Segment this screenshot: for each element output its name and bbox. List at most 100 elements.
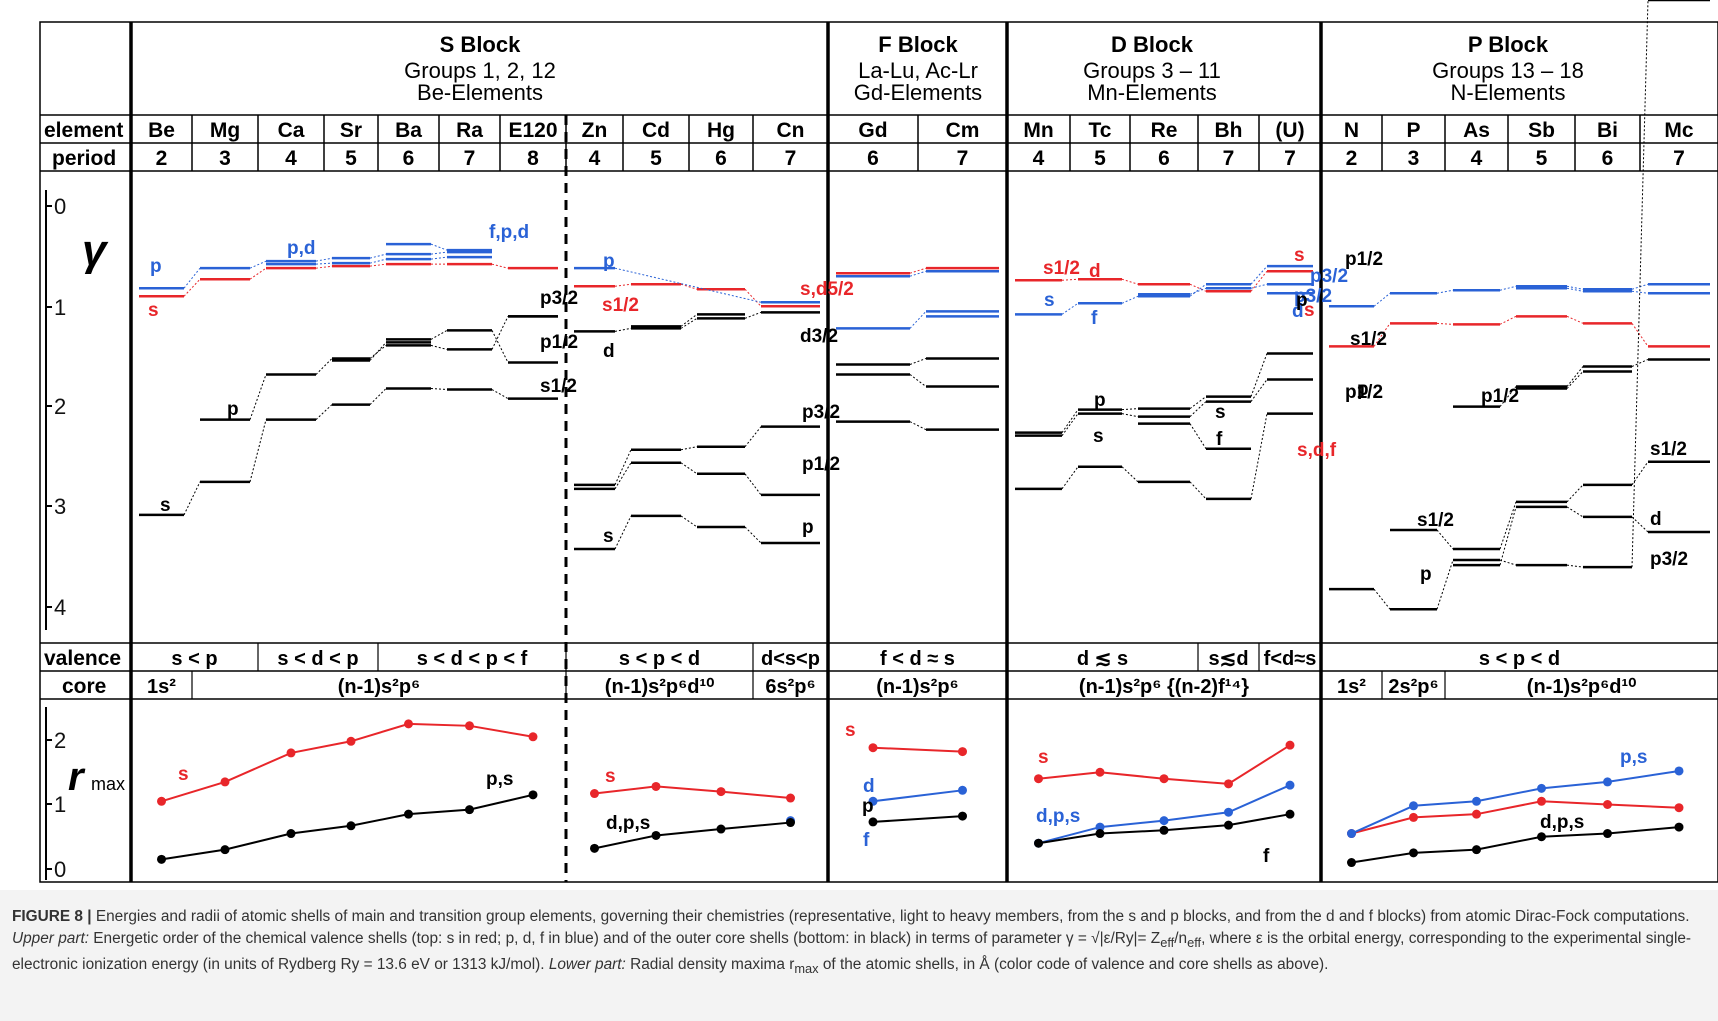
shell-label: s — [1093, 426, 1104, 447]
rmax-series-line — [872, 746, 963, 753]
connector — [1566, 315, 1584, 324]
caption-text-2: Energetic order of the chemical valence … — [89, 930, 1161, 947]
connector — [430, 243, 448, 251]
connector — [491, 389, 509, 400]
s-block-sub2: Be-Elements — [417, 80, 543, 105]
shell-label: s1/2 — [1043, 258, 1080, 279]
period-cell: 5 — [1094, 147, 1106, 170]
period-cell: 4 — [1033, 147, 1045, 170]
f-block-title: F Block — [878, 32, 958, 57]
connector — [614, 327, 632, 332]
element-cell-mg: Mg — [210, 119, 240, 142]
core-cell-c1: 1s² — [147, 676, 176, 698]
connector — [1061, 409, 1079, 433]
rmax-point — [1224, 779, 1233, 789]
period-cell: 4 — [589, 147, 601, 170]
rmax-point — [1409, 848, 1418, 858]
connector — [430, 329, 448, 340]
core-cell-c4: 6s²p⁶ — [765, 676, 815, 698]
d-block-sub1: Groups 3 – 11 — [1083, 58, 1221, 83]
caption-text-1: Energies and radii of atomic shells of m… — [91, 908, 1690, 925]
element-cell-zn: Zn — [582, 119, 608, 142]
gamma-tick-2: 2 — [54, 394, 66, 419]
core-cell-c5: (n-1)s²p⁶ — [876, 676, 959, 698]
rmax-point — [346, 821, 356, 831]
period-cell: 7 — [1223, 147, 1235, 170]
figure-frame — [39, 21, 1718, 883]
period-cell: 4 — [285, 147, 297, 170]
connector — [369, 345, 387, 359]
shell-label: s1/2 — [540, 376, 577, 397]
rmax-label: p,s — [486, 769, 513, 790]
connector — [249, 260, 267, 269]
element-cell-be: Be — [148, 119, 175, 142]
connector — [1121, 413, 1139, 418]
shell-label: s1/2 — [1350, 329, 1387, 350]
rmax-point — [1409, 801, 1418, 811]
rmax-point — [651, 781, 661, 791]
rmax-series-line — [872, 789, 963, 803]
period-cell: 7 — [785, 147, 797, 170]
connector — [1061, 302, 1079, 315]
connector — [369, 263, 387, 267]
period-cell: 8 — [527, 147, 539, 170]
connector — [491, 263, 509, 269]
connector — [1566, 366, 1584, 387]
row-label-valence: valence — [44, 647, 121, 670]
gamma-tick-1: 1 — [54, 295, 66, 320]
element-cell-cn: Cn — [777, 119, 805, 142]
rmax-point — [868, 817, 878, 827]
period-cell: 7 — [957, 147, 969, 170]
caption-text-3: , where ε is the orbital energy, corresp… — [12, 930, 1692, 974]
shell-label: p3/2 — [802, 402, 840, 423]
shell-label: d — [603, 341, 615, 362]
rmax-point — [1285, 740, 1295, 750]
period-cell: 6 — [1602, 147, 1614, 170]
rmax-point — [1095, 822, 1105, 832]
connector — [744, 426, 762, 448]
row-label-core: core — [62, 675, 106, 698]
rmax-label: f — [1263, 846, 1270, 867]
rmax-series-line — [872, 815, 963, 823]
element-cells: Be 2 Mg 3 Ca 4 Sr 5 Ba 6 Ra 7 E120 8 Zn 4 Cd 5 Hg 6 Cn 7 Gd 6 Cm… — [130, 115, 1694, 699]
connector — [1566, 506, 1584, 518]
shell-label: p — [227, 399, 239, 420]
period-cell: 6 — [867, 147, 879, 170]
connector — [909, 270, 927, 277]
element-cell-sr: Sr — [340, 119, 362, 142]
shell-label: p — [1420, 564, 1432, 585]
rmax-point — [958, 785, 967, 795]
connector — [1566, 285, 1584, 290]
table-rules — [40, 114, 1718, 700]
rmax-label: d,p,s — [606, 813, 650, 834]
s-block-sub1: Groups 1, 2, 12 — [404, 58, 556, 83]
valence-cell: s≲d — [1208, 648, 1248, 670]
core-cell-c8: 2s²p⁶ — [1388, 676, 1438, 698]
caption-text-2c: /n — [1174, 930, 1188, 947]
connector — [1566, 564, 1584, 568]
rmax-point — [1224, 820, 1233, 830]
rmax-point — [958, 811, 967, 821]
connector — [1436, 559, 1454, 610]
rmax-series-line — [594, 785, 791, 800]
element-cell-gd: Gd — [858, 119, 887, 142]
element-cell-sb: Sb — [1528, 119, 1555, 142]
element-cell-e120: E120 — [508, 119, 557, 142]
shell-label: s — [1294, 245, 1305, 266]
shell-label: p1/2 — [540, 332, 578, 353]
valence-cell: s < d < p — [277, 648, 358, 670]
period-cell: 2 — [156, 147, 168, 170]
rmax-point — [528, 732, 538, 742]
connector — [614, 462, 632, 490]
rmax-tick-0: 0 — [54, 857, 66, 882]
shell-label: p3/2 — [1294, 286, 1332, 307]
valence-cell: d ≲ s — [1077, 648, 1128, 670]
d-block-sub2: Mn-Elements — [1087, 80, 1217, 105]
connector — [744, 311, 762, 319]
connector — [680, 446, 698, 451]
connector — [315, 265, 333, 269]
connector — [1189, 283, 1207, 292]
rmax-point — [786, 818, 795, 828]
rmax-point — [220, 845, 230, 855]
block-headers: S Block Groups 1, 2, 12 Be-Elements F Bl… — [404, 32, 1584, 105]
